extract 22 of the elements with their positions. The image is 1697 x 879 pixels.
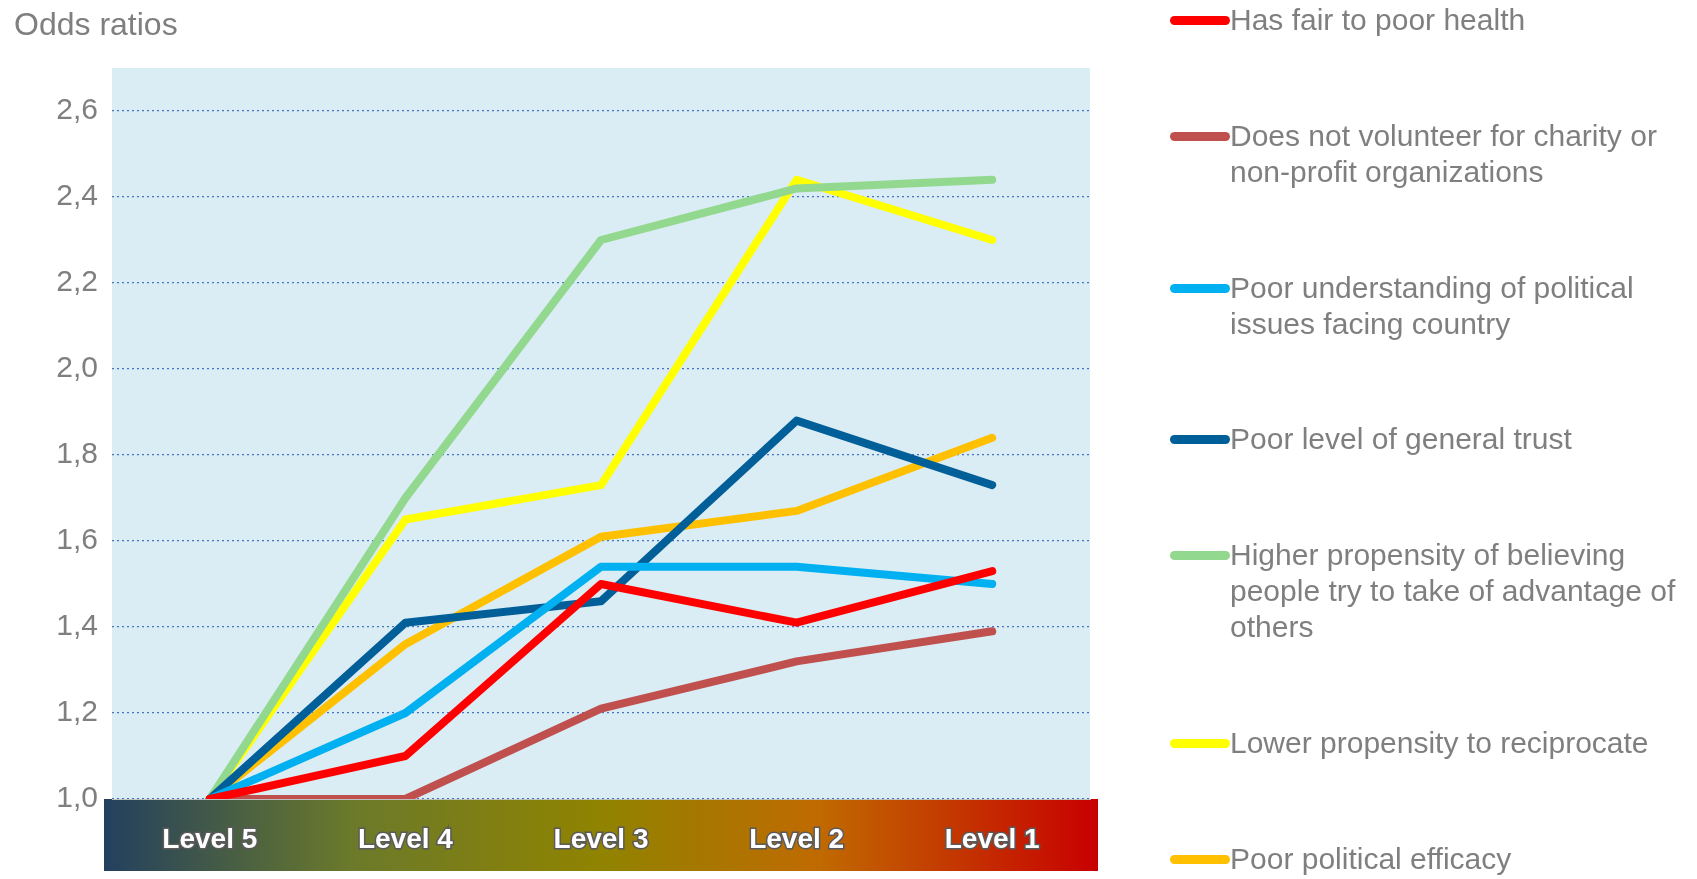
- legend-label: Higher propensity of believing people try to take of advantage of others: [1230, 537, 1677, 646]
- x-tick-label: Level 3: [553, 822, 649, 854]
- y-tick-label: 1,0: [56, 780, 98, 814]
- x-tick-label: Level 5: [162, 822, 258, 854]
- legend-label: Poor political efficacy: [1230, 840, 1512, 877]
- y-tick-label: 2,0: [56, 350, 98, 384]
- legend-label: Has fair to poor health: [1230, 2, 1526, 38]
- x-tick-label: Level 2: [749, 822, 845, 854]
- x-tick-label: Level 4: [357, 822, 454, 854]
- legend-label: Poor understanding of political issues facing country: [1230, 269, 1635, 342]
- x-tick-label: Level 1: [944, 822, 1040, 854]
- y-tick-label: 1,6: [56, 522, 98, 556]
- y-tick-label: 2,6: [56, 92, 98, 126]
- y-tick-label: 1,4: [56, 608, 98, 642]
- y-tick-label: 1,2: [56, 694, 98, 728]
- y-tick-label: 2,4: [56, 178, 98, 212]
- y-tick-label: 2,2: [56, 264, 98, 298]
- legend-label: Does not volunteer for charity or non-profit organizations: [1230, 117, 1658, 190]
- y-tick-label: 1,8: [56, 436, 98, 470]
- legend-label: Poor level of general trust: [1230, 421, 1572, 458]
- legend-label: Lower propensity to reciprocate: [1230, 725, 1649, 762]
- y-axis-title: Odds ratios: [14, 5, 178, 42]
